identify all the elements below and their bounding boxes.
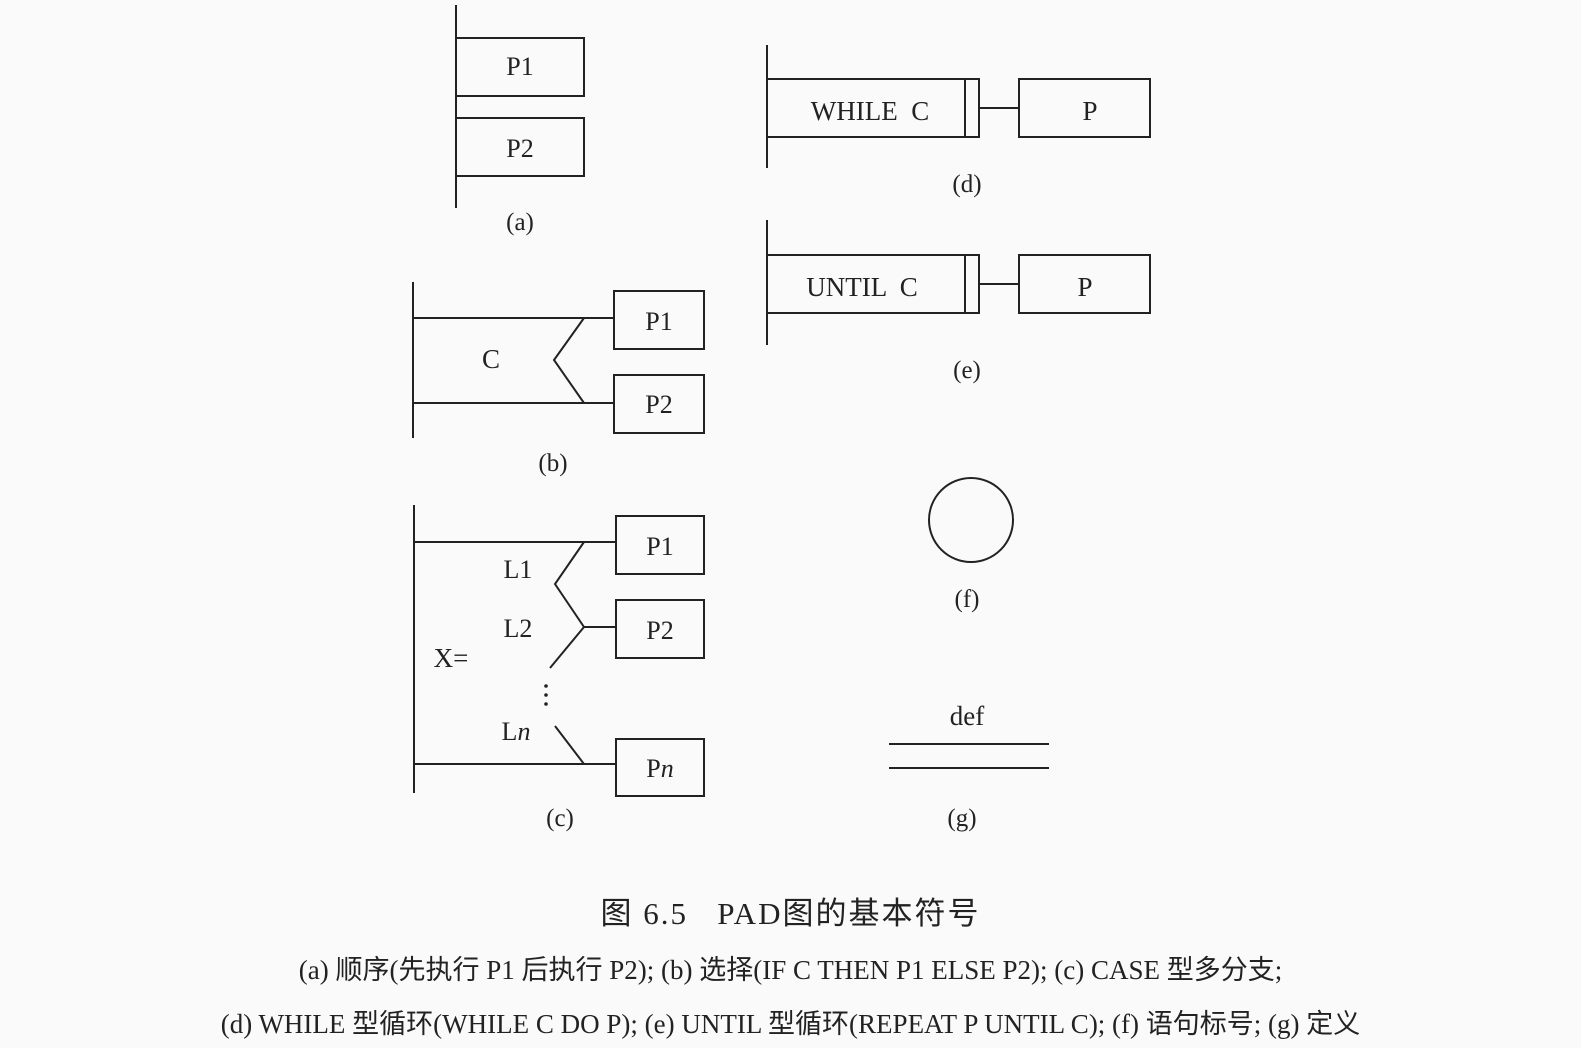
- panel-c-notch-l1: [553, 541, 585, 628]
- panel-a-box-p1-label: P1: [506, 52, 533, 81]
- pad-symbols-diagram: P1 P2 (a) C P1 P2 (b) X= L1 L2: [412, 5, 1151, 832]
- panel-b-box-p1: [613, 290, 705, 350]
- panel-g-def-label: def: [950, 701, 984, 731]
- panel-d-body-box: [1018, 78, 1151, 138]
- panel-a-box-p2-label: P2: [506, 134, 533, 163]
- panel-c-box-p1-label: P1: [646, 532, 673, 561]
- panel-c-caption: (c): [546, 805, 574, 832]
- panel-b-condition-label: C: [482, 344, 500, 374]
- panel-c-case: X= L1 L2 Ln P1 P2 Pn (c): [413, 505, 705, 832]
- panel-e-until-loop: UNTIL C P (e): [766, 220, 1151, 384]
- panel-c-notch-l2: [549, 626, 585, 669]
- panel-e-caption: (e): [953, 357, 981, 384]
- panel-c-selector-label: X=: [434, 643, 469, 673]
- panel-e-body-box: [1018, 254, 1151, 314]
- panel-a-box-p2: [455, 117, 585, 177]
- panel-a-caption: (a): [506, 209, 534, 236]
- panel-f-caption: (f): [955, 586, 980, 613]
- panel-c-box-p1: [615, 515, 705, 575]
- panel-d-caption: (d): [952, 171, 981, 198]
- panel-e-body-label: P: [1077, 272, 1092, 302]
- panel-g-caption: (g): [947, 805, 976, 832]
- figure-description-line-1: (a) 顺序(先执行 P1 后执行 P2); (b) 选择(IF C THEN …: [298, 955, 1283, 985]
- panel-g-definition: def (g): [889, 701, 1049, 832]
- panel-b-selection-notch: [552, 317, 585, 404]
- panel-b-selection: C P1 P2 (b): [412, 282, 705, 477]
- panel-c-notch-ln: [554, 725, 585, 765]
- panel-c-label-l1: L1: [504, 555, 533, 584]
- panel-e-condition-label: UNTIL C: [806, 272, 917, 302]
- panel-a-box-p1: [455, 37, 585, 97]
- panel-c-box-pn-label: Pn: [646, 754, 673, 783]
- panel-b-box-p2: [613, 374, 705, 434]
- panel-b-box-p1-label: P1: [645, 307, 672, 336]
- figure-title: 图 6.5 PAD图的基本符号: [600, 896, 981, 931]
- panel-f-label-circle: [928, 477, 1014, 563]
- panel-a-sequence: P1 P2 (a): [455, 5, 585, 236]
- panel-c-label-ln: Ln: [502, 717, 531, 746]
- panel-b-caption: (b): [538, 450, 567, 477]
- panel-f-statement-label: (f): [928, 477, 1014, 613]
- panel-d-body-label: P: [1082, 96, 1097, 126]
- panel-c-box-p2: [615, 599, 705, 659]
- panel-c-box-pn: [615, 738, 705, 797]
- panel-b-box-p2-label: P2: [645, 390, 672, 419]
- panel-d-condition-label: WHILE C: [811, 96, 929, 126]
- figure-description-line-2: (d) WHILE 型循环(WHILE C DO P); (e) UNTIL 型…: [220, 1009, 1361, 1039]
- panel-d-while-loop: WHILE C P (d): [766, 45, 1151, 198]
- panel-c-box-p2-label: P2: [646, 616, 673, 645]
- panel-c-ellipsis-dots: [544, 684, 548, 706]
- panel-c-label-l2: L2: [504, 614, 533, 643]
